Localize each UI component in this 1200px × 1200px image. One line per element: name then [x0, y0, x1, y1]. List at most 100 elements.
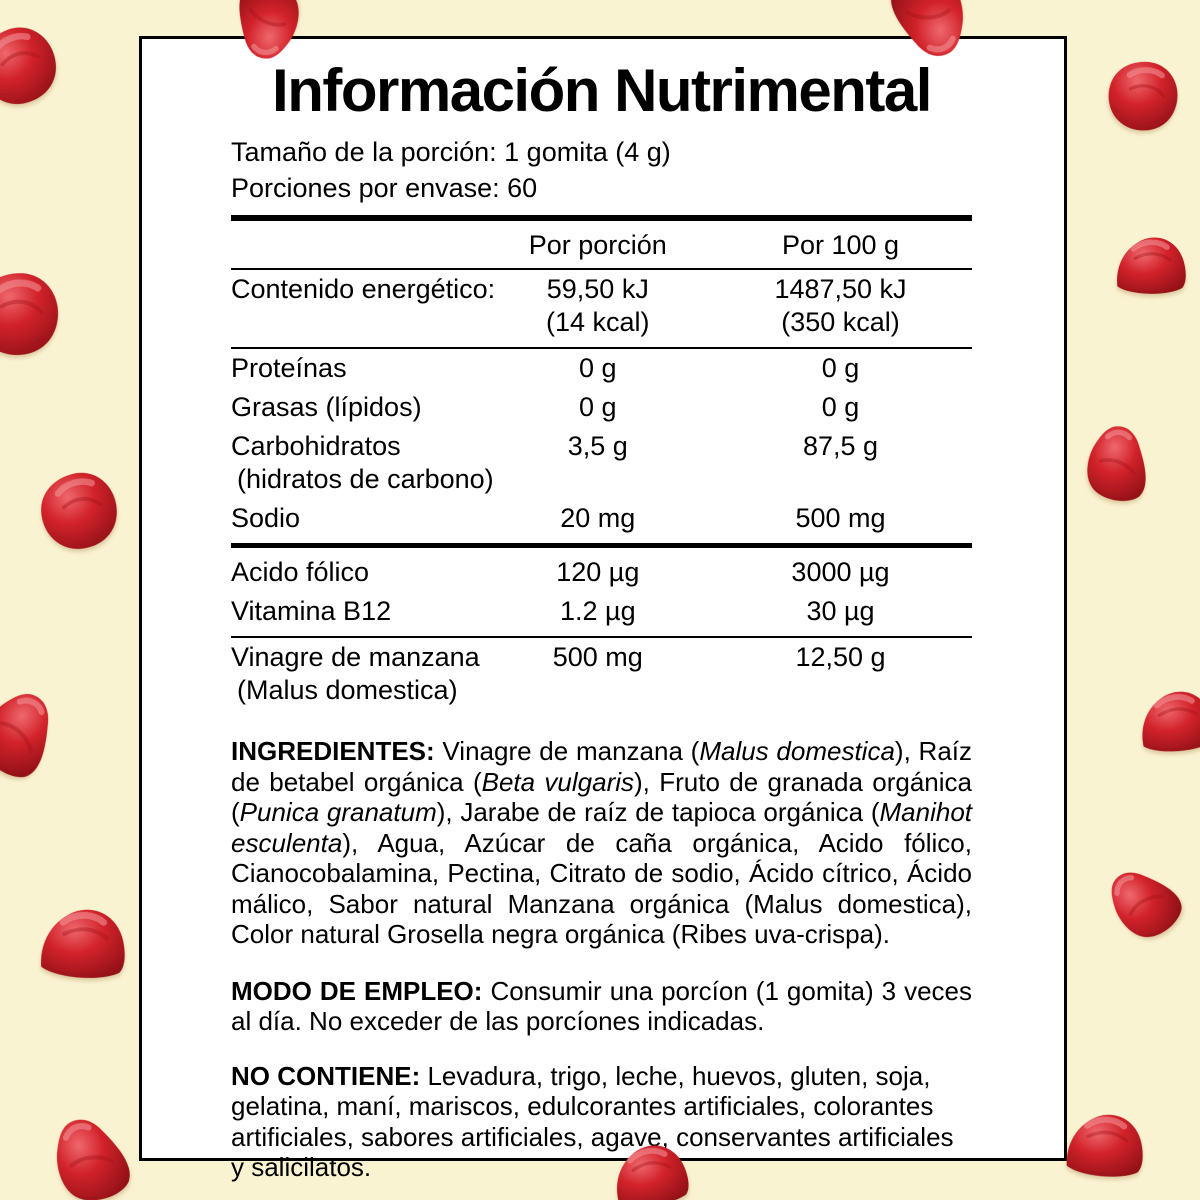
value-per-serving: 120 µg — [513, 556, 683, 589]
nutrient-label: Grasas (lípidos) — [231, 391, 513, 424]
divider — [231, 543, 972, 549]
nutrient-label: Vitamina B12 — [231, 595, 513, 628]
nutrient-label-text: Acido fólico — [231, 557, 370, 588]
serving-size-text: Tamaño de la porción: 1 gomita (4 g) — [231, 137, 671, 168]
paragraph-segment: Punica granatum — [239, 797, 437, 828]
value-text: 3000 µg — [791, 557, 890, 588]
does-not-contain-paragraph: NO CONTIENE: Levadura, trigo, leche, hue… — [231, 1061, 972, 1183]
ingredients-paragraph: INGREDIENTES: Vinagre de manzana (Malus … — [231, 736, 972, 950]
nutrient-label-text: Sodio — [231, 503, 301, 534]
gummy-icon — [1089, 46, 1196, 145]
value-text: 87,5 g — [802, 431, 879, 462]
gummy-icon — [1102, 228, 1200, 308]
value-per-serving: 0 g — [513, 391, 683, 424]
nutrition-table: Contenido energético: 59,50 kJ (14 kcal) 14… — [231, 270, 972, 710]
value-per-100g: 12,50 g — [683, 641, 972, 707]
nutrient-label: Acido fólico — [231, 556, 513, 589]
value-per-100g: 500 mg — [683, 502, 972, 535]
paragraph-segment: Manihot esculenta — [231, 797, 973, 858]
divider — [231, 347, 972, 350]
value-per-serving: 59,50 kJ (14 kcal) — [513, 273, 683, 339]
value-per-100g: 0 g — [683, 352, 972, 385]
gummy-icon — [1066, 411, 1175, 518]
gummy-icon — [0, 665, 91, 807]
value-text: 20 mg — [560, 503, 636, 534]
nutrient-label-text: Vinagre de manzana — [231, 642, 480, 673]
value-text: 120 µg — [556, 557, 640, 588]
col-header-per-serving: Por porción — [528, 230, 667, 261]
value-text: 500 mg — [795, 503, 886, 534]
value-text: 0 g — [579, 353, 617, 384]
gummy-icon — [1083, 839, 1200, 965]
nutrient-label: Contenido energético: — [231, 273, 513, 339]
table-header-row: Por porción Por 100 g — [231, 221, 972, 268]
value-subtext: (14 kcal) — [546, 307, 650, 338]
paragraph-segment: NO CONTIENE: — [231, 1060, 421, 1091]
divider — [231, 268, 972, 271]
page-title: Información Nutrimental — [272, 57, 932, 124]
nutrition-panel: Información Nutrimental Tamaño de la por… — [139, 36, 1067, 1182]
paragraph-segment: INGREDIENTES: — [231, 736, 435, 767]
value-text: 30 µg — [806, 596, 875, 627]
value-per-100g: 30 µg — [683, 595, 972, 628]
value-per-100g: 87,5 g — [683, 430, 972, 496]
gummy-icon — [1049, 1100, 1161, 1195]
value-per-serving: 500 mg — [513, 641, 683, 707]
value-text: 1.2 µg — [559, 596, 636, 627]
paragraph-segment: ), Jarabe de raíz de tapioca orgánica ( — [436, 797, 880, 828]
nutrient-label: Carbohidratos (hidratos de carbono) — [231, 430, 513, 496]
gummy-icon — [27, 458, 131, 564]
value-per-100g: 0 g — [683, 391, 972, 424]
value-text: 3,5 g — [567, 431, 628, 462]
paragraph-segment: Levadura, trigo, leche, huevos, gluten, … — [231, 1060, 954, 1183]
paragraph-segment: Malus domestica — [699, 736, 895, 767]
usage-paragraph: MODO DE EMPLEO: Consumir una porcíon (1 … — [231, 976, 972, 1037]
value-text: 0 g — [821, 353, 860, 384]
value-text: 12,50 g — [795, 642, 886, 673]
nutrient-row: Contenido energético: 59,50 kJ (14 kcal) 14… — [231, 270, 972, 347]
value-per-serving: 0 g — [513, 352, 683, 385]
col-header-per-100g: Por 100 g — [781, 230, 900, 261]
gummy-icon — [30, 1097, 155, 1200]
paragraph-segment: Consumir una porcíon (1 gomita) 3 veces … — [231, 975, 972, 1037]
nutrient-label-text: Proteínas — [231, 353, 347, 384]
nutrient-row: Acido fólico 120 µg 3000 µg — [231, 548, 972, 592]
value-per-100g: 3000 µg — [683, 556, 972, 589]
divider — [231, 215, 972, 222]
value-per-serving: 3,5 g — [513, 430, 683, 496]
value-per-100g: 1487,50 kJ (350 kcal) — [683, 273, 972, 339]
nutrient-label-subtext: (hidratos de carbono) — [237, 464, 494, 495]
divider — [231, 636, 972, 639]
paragraph-segment: ), Fruto de granada orgánica ( — [231, 766, 972, 828]
nutrient-row: Proteínas 0 g 0 g — [231, 349, 972, 388]
paragraph-segment: MODO DE EMPLEO: — [231, 975, 483, 1006]
gummy-icon — [31, 895, 136, 997]
paragraph-segment: ), Raíz de betabel orgánica ( — [231, 736, 973, 797]
nutrient-label: Sodio — [231, 502, 513, 535]
serving-info: Tamaño de la porción: 1 gomita (4 g) Por… — [231, 134, 972, 206]
gummy-icon — [0, 8, 75, 125]
paragraph-segment: Vinagre de manzana ( — [434, 736, 700, 767]
gummy-icon — [1125, 678, 1200, 770]
value-subtext: (350 kcal) — [781, 307, 900, 338]
nutrient-row: Sodio 20 mg 500 mg — [231, 499, 972, 543]
nutrient-label-text: Grasas (lípidos) — [231, 392, 422, 423]
paragraph-segment: ), Agua, Azúcar de caña orgánica, Acido … — [231, 827, 972, 950]
value-text: 1487,50 kJ — [774, 274, 907, 305]
nutrient-label: Vinagre de manzana (Malus domestica) — [231, 641, 513, 707]
value-per-serving: 1.2 µg — [513, 595, 683, 628]
nutrient-label-text: Vitamina B12 — [231, 596, 392, 627]
value-text: 0 g — [579, 392, 617, 423]
paragraph-segment: Beta vulgaris — [481, 766, 635, 797]
nutrient-row: Carbohidratos (hidratos de carbono) 3,5 g 8… — [231, 427, 972, 499]
nutrient-row: Grasas (lípidos) 0 g 0 g — [231, 388, 972, 427]
servings-per-container-text: Porciones por envase: 60 — [231, 173, 538, 204]
nutrient-row: Vitamina B12 1.2 µg 30 µg — [231, 592, 972, 636]
gummy-icon — [0, 259, 73, 369]
nutrient-row: Vinagre de manzana (Malus domestica) 500 m… — [231, 638, 972, 710]
nutrient-label-text: Carbohidratos — [231, 431, 401, 462]
value-text: 0 g — [821, 392, 860, 423]
value-per-serving: 20 mg — [513, 502, 683, 535]
nutrient-label-subtext: (Malus domestica) — [237, 675, 458, 706]
